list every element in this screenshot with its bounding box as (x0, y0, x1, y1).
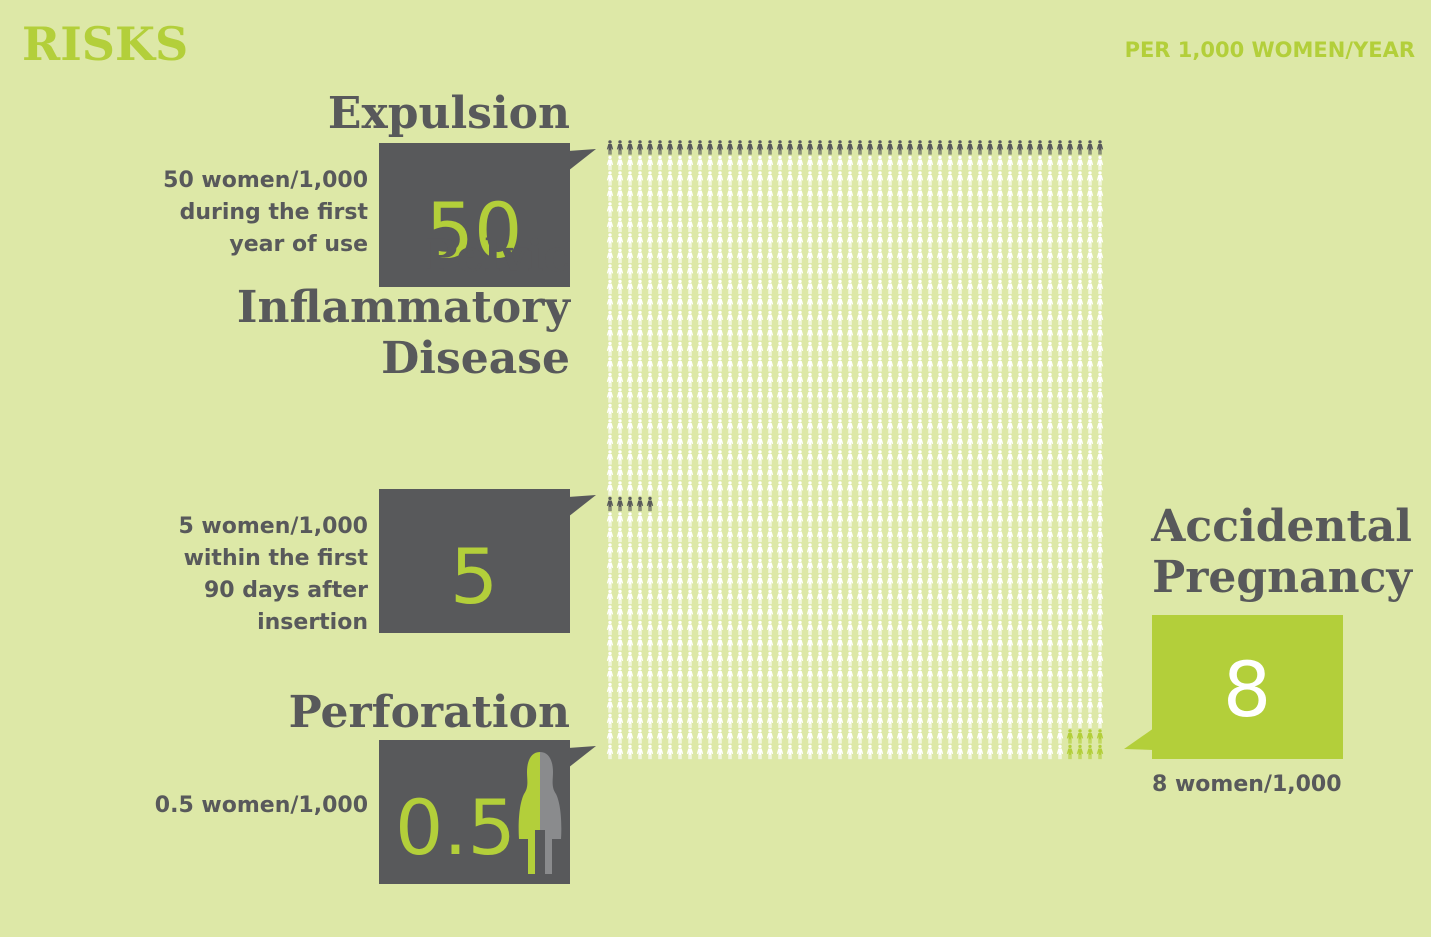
risk-name: Disease (381, 333, 570, 384)
pregnancy-name: Pregnancy (1152, 552, 1413, 603)
risk-description: 90 days after (204, 578, 368, 603)
silhouette (518, 752, 562, 874)
box-tail (1124, 728, 1154, 750)
box-tail (568, 495, 596, 517)
risk-name: Perforation (289, 687, 570, 738)
risk-description: within the first (184, 546, 369, 571)
risk-description: 5 women/1,000 (178, 514, 368, 539)
box-tail (568, 746, 596, 768)
value-box (379, 143, 570, 287)
title: RISKS (22, 17, 188, 71)
risk-description: 0.5 women/1,000 (155, 793, 368, 818)
risk-name: Inflammatory (237, 282, 572, 333)
labels: Expulsion 50 50 women/1,000 during the firs… (155, 88, 1413, 884)
value-box (1152, 615, 1343, 759)
risk-description: 50 women/1,000 (163, 168, 368, 193)
pregnancy-description: 8 women/1,000 (1152, 772, 1342, 797)
risk-value: 50 (426, 186, 523, 275)
box-tail (568, 149, 596, 171)
risk-value: 0.5 (395, 783, 516, 872)
risk-description: during the first (180, 200, 369, 225)
risk-description: year of use (229, 232, 368, 257)
pregnancy-value: 8 (1223, 645, 1271, 734)
risk-description: insertion (257, 610, 368, 635)
value-box (379, 489, 570, 633)
pregnancy-name: Accidental (1150, 501, 1412, 552)
risk-name: Expulsion (328, 88, 570, 139)
risk-value: 5 (450, 532, 498, 621)
risk-name: Pelvic (424, 231, 570, 282)
unit-note: PER 1,000 WOMEN/YEAR (1125, 38, 1415, 62)
